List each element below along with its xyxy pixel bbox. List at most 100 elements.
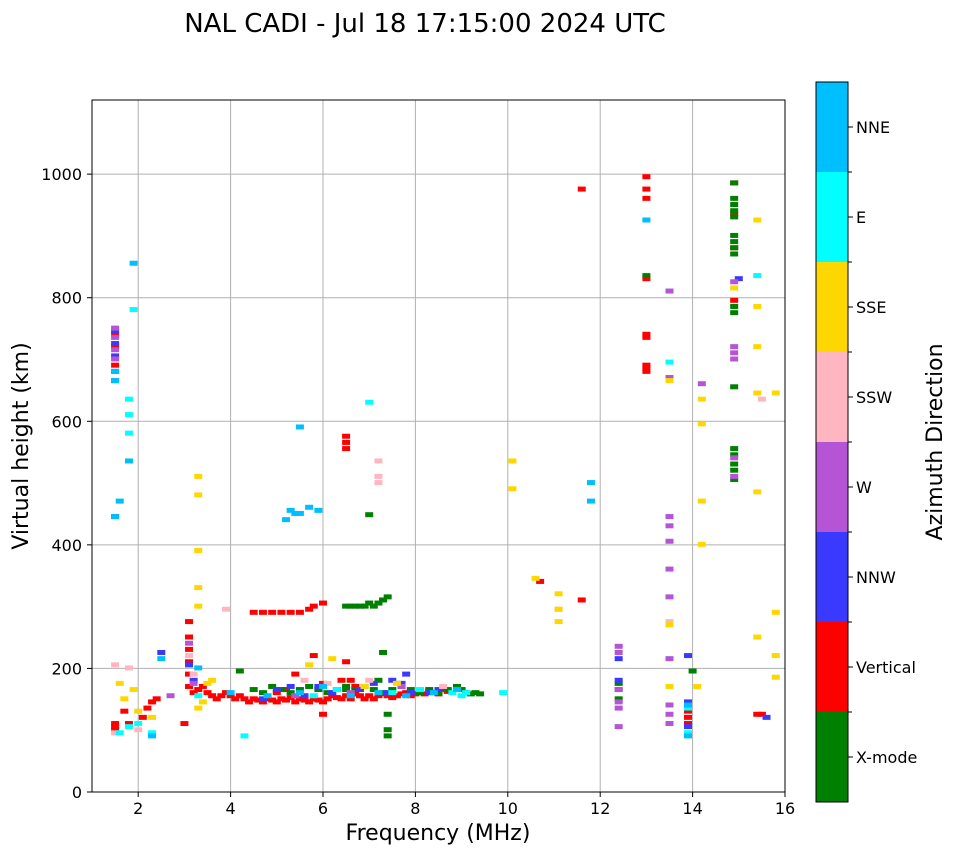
echo-point-nnw xyxy=(762,714,771,720)
echo-point-w xyxy=(665,375,674,381)
echo-point-vertical xyxy=(683,708,692,714)
echo-point-sse xyxy=(693,683,702,689)
echo-point-vertical xyxy=(642,331,651,337)
echo-point-w xyxy=(614,649,623,655)
echo-point-vertical xyxy=(305,606,314,612)
echo-point-sse xyxy=(508,486,517,492)
colorbar-segment-x-mode xyxy=(816,712,848,802)
colorbar-segment-ssw xyxy=(816,352,848,442)
echo-point-vertical xyxy=(185,659,194,665)
echo-point-x-mode xyxy=(374,600,383,606)
echo-point-e xyxy=(134,721,143,727)
echo-point-vertical xyxy=(208,693,217,699)
echo-point-x-mode xyxy=(730,214,739,220)
echo-point-w xyxy=(665,702,674,708)
echo-point-x-mode xyxy=(305,683,314,689)
echo-point-e xyxy=(365,399,374,405)
echo-point-vertical xyxy=(185,619,194,625)
echo-point-w xyxy=(665,523,674,529)
echo-point-sse xyxy=(753,390,762,396)
echo-point-vertical xyxy=(120,708,129,714)
echo-point-nnw xyxy=(111,341,120,347)
echo-point-nnw xyxy=(683,699,692,705)
echo-point-w xyxy=(614,687,623,693)
echo-point-vertical xyxy=(194,687,203,693)
echo-point-vertical xyxy=(309,696,318,702)
echo-point-vertical xyxy=(392,693,401,699)
colorbar-segment-vertical xyxy=(816,622,848,712)
echo-point-x-mode xyxy=(730,202,739,208)
echo-point-vertical xyxy=(189,690,198,696)
echo-point-x-mode xyxy=(369,603,378,609)
echo-point-w xyxy=(665,514,674,520)
echo-point-sse xyxy=(194,585,203,591)
echo-point-nnw xyxy=(425,690,434,696)
echo-point-vertical xyxy=(226,693,235,699)
echo-point-nne xyxy=(683,702,692,708)
echo-point-x-mode xyxy=(452,683,461,689)
echo-point-w xyxy=(111,325,120,331)
echo-point-e xyxy=(124,412,133,418)
echo-point-x-mode xyxy=(425,687,434,693)
echo-point-nne xyxy=(282,517,291,523)
echo-point-sse xyxy=(392,680,401,686)
echo-point-vertical xyxy=(185,634,194,640)
echo-point-x-mode xyxy=(476,691,485,697)
echo-point-x-mode xyxy=(471,690,480,696)
echo-point-sse xyxy=(328,656,337,662)
echo-point-nnw xyxy=(614,656,623,662)
echo-point-vertical xyxy=(383,693,392,699)
echo-point-vertical xyxy=(346,677,355,683)
echo-point-sse xyxy=(554,606,563,612)
echo-point-w xyxy=(614,705,623,711)
echo-point-x-mode xyxy=(342,683,351,689)
echo-point-vertical xyxy=(342,446,351,452)
echo-point-vertical xyxy=(642,368,651,374)
echo-point-w xyxy=(111,347,120,353)
echo-point-ssw xyxy=(374,480,383,486)
echo-point-vertical xyxy=(282,687,291,693)
echo-point-sse xyxy=(134,708,143,714)
echo-point-x-mode xyxy=(351,687,360,693)
echo-point-nne xyxy=(111,368,120,374)
colorbar-label-nnw: NNW xyxy=(856,568,896,587)
echo-point-nne xyxy=(683,733,692,739)
colorbar-label-x-mode: X-mode xyxy=(856,748,917,767)
echo-point-x-mode xyxy=(434,690,443,696)
echo-point-x-mode xyxy=(342,603,351,609)
echo-point-sse xyxy=(665,622,674,628)
echo-point-sse xyxy=(697,498,706,504)
echo-point-e xyxy=(683,705,692,711)
echo-point-e xyxy=(457,693,466,699)
echo-point-x-mode xyxy=(258,690,267,696)
echo-point-w xyxy=(730,344,739,350)
colorbar-label-sse: SSE xyxy=(856,298,886,317)
echo-point-x-mode xyxy=(383,727,392,733)
echo-point-vertical xyxy=(346,696,355,702)
echo-point-x-mode xyxy=(730,195,739,201)
echo-point-vertical xyxy=(111,724,120,730)
y-tick-label: 600 xyxy=(51,412,82,431)
echo-point-vertical xyxy=(683,714,692,720)
echo-point-nnw xyxy=(328,690,337,696)
echo-point-vertical xyxy=(406,693,415,699)
echo-point-ssw xyxy=(665,619,674,625)
echo-point-vertical xyxy=(305,699,314,705)
echo-point-vertical xyxy=(272,699,281,705)
echo-point-vertical xyxy=(642,276,651,282)
echo-point-nne xyxy=(194,665,203,671)
echo-point-sse xyxy=(360,683,369,689)
echo-point-x-mode xyxy=(730,384,739,390)
echo-point-x-mode xyxy=(323,690,332,696)
x-tick-label: 10 xyxy=(498,799,518,818)
colorbar-segment-nne xyxy=(816,82,848,172)
echo-point-vertical xyxy=(249,696,258,702)
echo-point-w xyxy=(730,350,739,356)
echo-point-x-mode xyxy=(383,711,392,717)
echo-point-e xyxy=(115,730,124,736)
echo-point-nnw xyxy=(402,671,411,677)
x-tick-label: 2 xyxy=(133,799,143,818)
echo-point-e xyxy=(240,733,249,739)
echo-point-vertical xyxy=(185,646,194,652)
echo-point-sse xyxy=(753,634,762,640)
